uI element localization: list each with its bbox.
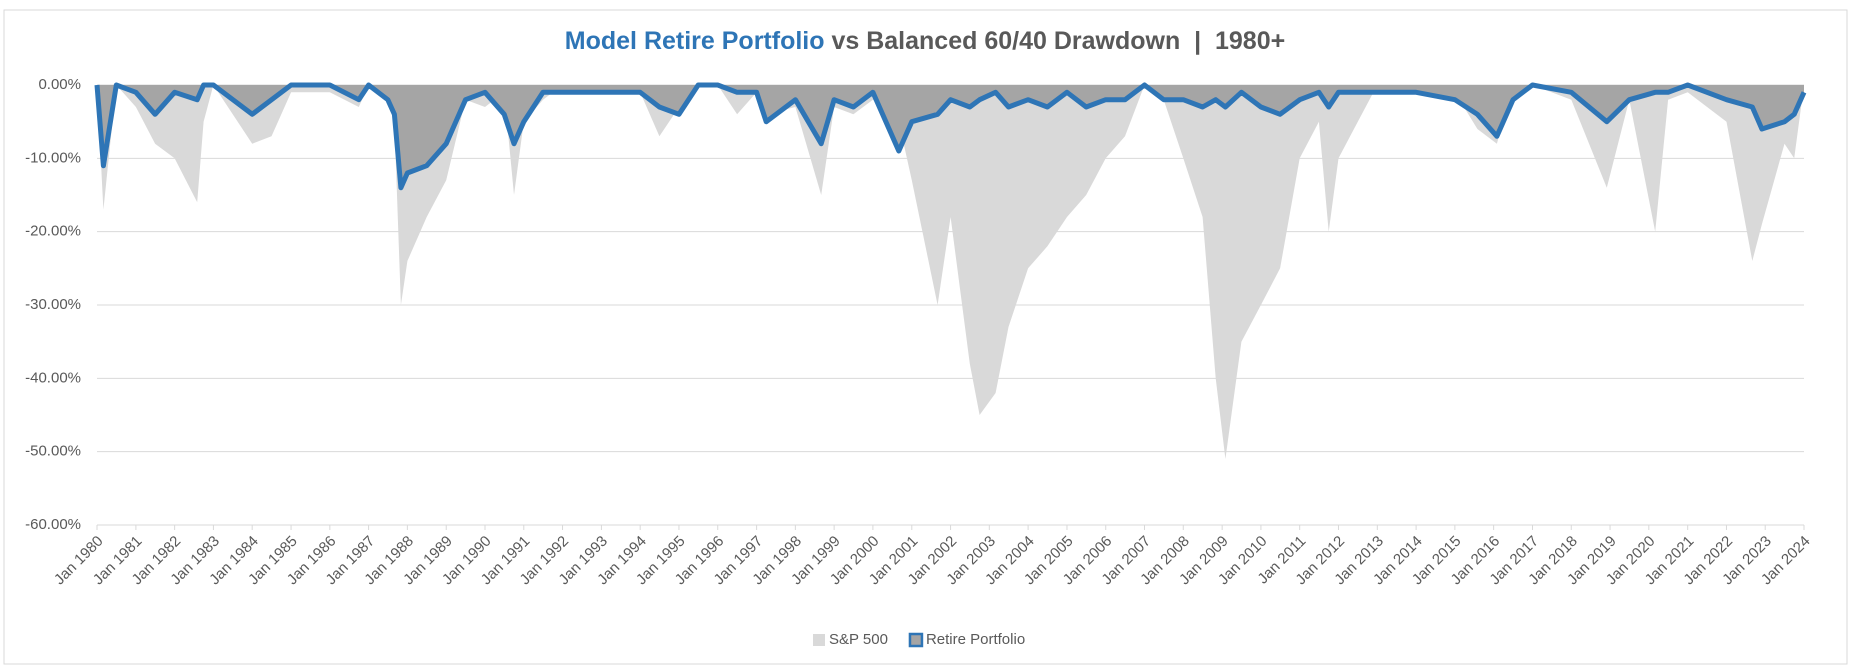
y-tick-label: -60.00% xyxy=(25,516,81,533)
series-area xyxy=(97,85,1804,459)
legend-label: Retire Portfolio xyxy=(926,631,1025,648)
title-highlight: Model Retire Portfolio xyxy=(565,27,825,55)
y-tick-label: -20.00% xyxy=(25,223,81,240)
legend-swatch xyxy=(813,634,825,646)
y-tick-label: -40.00% xyxy=(25,369,81,386)
series-line xyxy=(94,82,1807,191)
y-tick-label: -50.00% xyxy=(25,443,81,460)
series-area xyxy=(97,85,1804,188)
y-tick-label: -30.00% xyxy=(25,296,81,313)
legend-swatch xyxy=(908,632,924,648)
chart-title: Model Retire Portfolio vs Balanced 60/40… xyxy=(565,27,1285,55)
title-rest: vs Balanced 60/40 Drawdown | 1980+ xyxy=(825,27,1286,55)
y-tick-label: 0.00% xyxy=(38,76,81,93)
y-tick-label: -10.00% xyxy=(25,149,81,166)
legend-label: S&P 500 xyxy=(829,631,888,648)
